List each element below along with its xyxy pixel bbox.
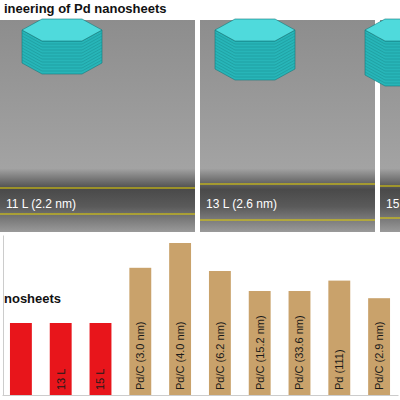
slab-layer	[365, 54, 400, 65]
x-axis: 13 L 15 L Pd/C (3.0 nm) Pd/C (4.0 nm) Pd/C (…	[3, 315, 399, 395]
bar	[169, 243, 191, 395]
image-label: 15	[386, 197, 400, 211]
slab-top	[215, 19, 295, 41]
x-tick: Pd/C (15.2 nm)	[254, 315, 266, 395]
x-axis-line	[3, 395, 399, 396]
slab-layer	[365, 48, 400, 59]
bar	[368, 298, 390, 395]
slab-layer	[365, 42, 400, 53]
thickness-marker	[380, 218, 400, 219]
x-tick-label: Pd/C (3.0 nm)	[134, 322, 146, 390]
bar	[90, 323, 112, 395]
bar	[328, 281, 350, 395]
nanosheet-illustration	[215, 19, 295, 80]
nanosheet-illustration	[365, 19, 400, 86]
panel-title: ineering of Pd nanosheets	[4, 1, 167, 16]
slab-layer	[365, 66, 400, 77]
tem-image	[0, 20, 195, 232]
bar	[249, 291, 271, 395]
tem-image	[200, 20, 375, 232]
figure: ineering of Pd nanosheets 11 L (2.2 nm) 13…	[0, 0, 400, 400]
thickness-marker	[380, 186, 400, 187]
bar	[50, 323, 72, 395]
bar	[289, 291, 311, 395]
x-tick-label: Pd/C (33.6 nm)	[293, 315, 305, 390]
thickness-marker	[0, 188, 195, 189]
x-tick-label: Pd (111)	[333, 349, 345, 390]
slab-layer	[365, 45, 400, 56]
x-tick: 13 L	[55, 369, 67, 395]
image-label: 11 L (2.2 nm)	[6, 197, 76, 211]
x-tick-label: 15 L	[94, 369, 106, 390]
slab-layer	[22, 60, 102, 71]
x-tick: Pd/C (4.0 nm)	[174, 322, 186, 395]
slab-layer	[365, 57, 400, 68]
slab-top	[365, 19, 400, 41]
slab-layer	[215, 66, 295, 77]
thickness-marker	[200, 184, 375, 185]
y-axis	[3, 236, 4, 396]
x-tick-label: Pd/C (2.9 nm)	[373, 322, 385, 390]
x-tick: Pd/C (2.9 nm)	[373, 322, 385, 395]
group-label: nosheets	[4, 291, 61, 306]
slab-top	[22, 19, 102, 41]
bar	[10, 323, 32, 395]
slab-layer	[365, 60, 400, 71]
slab-layer	[365, 72, 400, 83]
thickness-marker	[0, 214, 195, 215]
thickness-marker	[200, 220, 375, 221]
bar	[129, 268, 151, 395]
x-tick: Pd/C (6.2 nm)	[214, 322, 226, 395]
image-label: 13 L (2.6 nm)	[206, 197, 277, 211]
x-tick: Pd/C (33.6 nm)	[293, 315, 305, 395]
slab-layer	[365, 69, 400, 80]
bars	[10, 243, 390, 395]
x-tick-label: Pd/C (4.0 nm)	[174, 322, 186, 390]
y-axis-line	[3, 236, 4, 396]
x-tick: Pd/C (3.0 nm)	[134, 322, 146, 395]
x-tick-label: Pd/C (15.2 nm)	[254, 315, 266, 390]
x-tick-label: 13 L	[55, 369, 67, 390]
slab-layer	[365, 51, 400, 62]
x-tick: 15 L	[94, 369, 106, 395]
slab-layer	[365, 63, 400, 74]
x-tick-label: Pd/C (6.2 nm)	[214, 322, 226, 390]
x-tick: Pd (111)	[333, 349, 345, 395]
nanosheet-illustration	[22, 19, 102, 74]
bar	[209, 271, 231, 395]
